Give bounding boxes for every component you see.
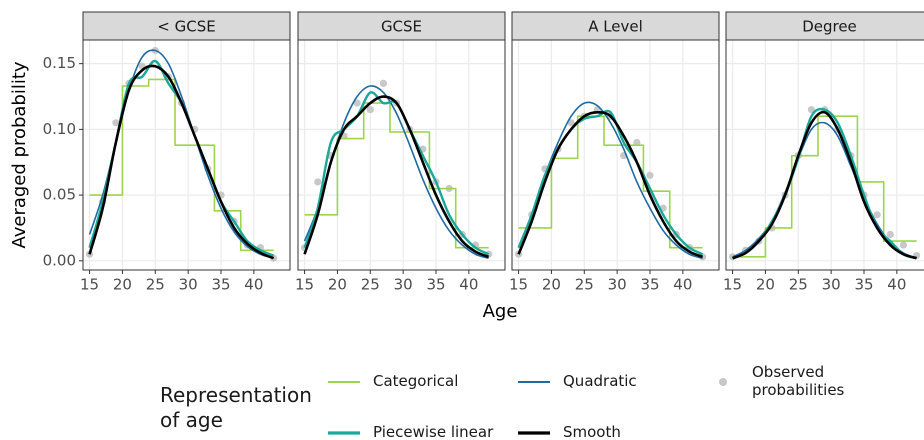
x-tick-label: 20 bbox=[328, 276, 347, 294]
legend-label: Piecewise linear bbox=[373, 423, 494, 440]
observed-point bbox=[567, 119, 575, 127]
panel bbox=[726, 40, 924, 270]
x-tick-label: 30 bbox=[179, 276, 198, 294]
x-tick-label: 30 bbox=[608, 276, 627, 294]
facet-title: Degree bbox=[802, 18, 857, 36]
legend-title: Representation of age bbox=[160, 383, 312, 432]
x-tick-label: 25 bbox=[361, 276, 380, 294]
series-line bbox=[303, 95, 490, 259]
x-tick-label: 40 bbox=[673, 276, 692, 294]
series-layer bbox=[728, 106, 921, 261]
x-tick-label: 20 bbox=[113, 276, 132, 294]
series-line bbox=[732, 115, 917, 258]
panel-border bbox=[297, 39, 506, 271]
panel-border bbox=[725, 39, 924, 271]
x-tick-label: 30 bbox=[394, 276, 413, 294]
observed-point bbox=[646, 171, 654, 179]
y-tick-label: 0.10 bbox=[43, 120, 76, 138]
observed-point bbox=[314, 178, 322, 186]
x-tick-label: 35 bbox=[854, 276, 873, 294]
legend-label: Observed probabilities bbox=[752, 363, 845, 399]
x-tick-label: 20 bbox=[542, 276, 561, 294]
strip bbox=[511, 11, 720, 41]
panel-border bbox=[82, 39, 291, 271]
observed-point bbox=[379, 79, 388, 87]
x-tick-label: 25 bbox=[146, 276, 165, 294]
x-tick-label: 25 bbox=[575, 276, 594, 294]
facet-title: GCSE bbox=[381, 18, 422, 36]
observed-point bbox=[366, 106, 374, 114]
legend-label: Quadratic bbox=[563, 372, 637, 390]
y-tick-label: 0.05 bbox=[43, 186, 76, 204]
x-tick-label: 35 bbox=[426, 276, 445, 294]
series-line bbox=[517, 110, 704, 259]
x-tick-label: 15 bbox=[80, 276, 99, 294]
strip bbox=[82, 11, 291, 41]
x-tick-label: 20 bbox=[756, 276, 775, 294]
x-tick-label: 15 bbox=[509, 276, 528, 294]
x-tick-label: 15 bbox=[295, 276, 314, 294]
x-tick-label: 25 bbox=[789, 276, 808, 294]
series-line bbox=[304, 102, 489, 249]
observed-point bbox=[353, 99, 361, 107]
panel bbox=[83, 40, 290, 270]
observed-point bbox=[633, 138, 641, 147]
x-tick-label: 40 bbox=[459, 276, 478, 294]
facet-title: < GCSE bbox=[157, 18, 215, 36]
legend-label: Categorical bbox=[373, 372, 459, 390]
legend-key bbox=[719, 378, 727, 386]
strip bbox=[725, 11, 924, 41]
observed-point bbox=[899, 241, 908, 249]
series-layer bbox=[300, 79, 493, 259]
y-tick-label: 0.00 bbox=[43, 251, 76, 269]
x-tick-label: 15 bbox=[723, 276, 742, 294]
x-tick-label: 30 bbox=[822, 276, 841, 294]
x-axis-label: Age bbox=[483, 301, 518, 322]
x-tick-label: 40 bbox=[887, 276, 906, 294]
series-layer bbox=[85, 46, 278, 262]
legend-label: Smooth bbox=[563, 423, 621, 440]
series-line bbox=[732, 110, 917, 260]
facet-title: A Level bbox=[588, 18, 643, 36]
y-axis-label: Averaged probability bbox=[9, 61, 30, 248]
series-line bbox=[517, 109, 704, 256]
observed-point bbox=[873, 211, 881, 219]
panel bbox=[512, 40, 719, 270]
series-layer bbox=[514, 101, 707, 261]
x-tick-label: 40 bbox=[244, 276, 263, 294]
observed-point bbox=[807, 106, 816, 114]
observed-point bbox=[886, 230, 894, 239]
panel-border bbox=[511, 39, 720, 271]
x-tick-label: 35 bbox=[211, 276, 230, 294]
series-line bbox=[88, 64, 275, 260]
observed-point bbox=[112, 119, 120, 127]
y-tick-label: 0.15 bbox=[43, 54, 76, 72]
series-line bbox=[518, 115, 703, 249]
x-tick-label: 35 bbox=[640, 276, 659, 294]
